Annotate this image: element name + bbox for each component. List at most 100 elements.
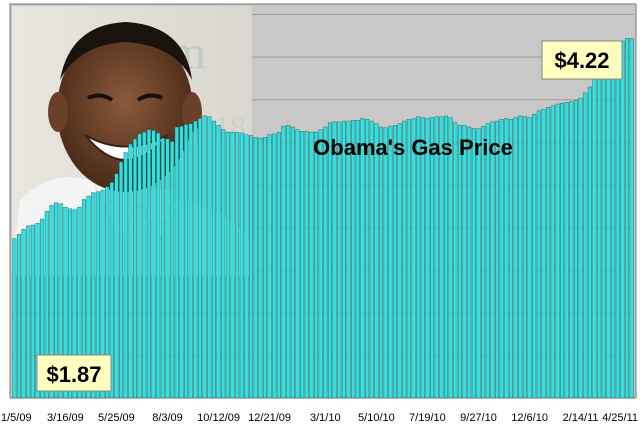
bar — [137, 133, 142, 399]
bar — [170, 141, 175, 399]
bar — [230, 131, 235, 399]
bar — [156, 132, 161, 399]
bar — [332, 121, 337, 399]
bar — [160, 137, 165, 399]
bar — [95, 191, 100, 399]
bar — [267, 134, 272, 399]
bar — [629, 38, 634, 399]
bar — [573, 100, 578, 399]
bar — [560, 102, 565, 399]
bar — [72, 209, 77, 399]
bar — [379, 126, 384, 399]
bar — [527, 117, 532, 399]
bar — [174, 126, 179, 399]
bar — [490, 121, 495, 399]
bar — [481, 125, 486, 399]
bar — [295, 129, 300, 399]
bar — [434, 116, 439, 399]
x-tick-label: 12/21/09 — [248, 412, 291, 424]
x-tick-label: 10/12/09 — [197, 412, 240, 424]
bar — [430, 117, 435, 399]
x-tick-label: 4/25/11 — [602, 412, 638, 424]
x-tick-label: 3/16/09 — [47, 412, 84, 424]
bar — [601, 55, 606, 399]
bar — [351, 119, 356, 399]
bar — [467, 126, 472, 399]
bar — [12, 238, 17, 399]
bar — [388, 125, 393, 399]
bar — [615, 44, 620, 399]
x-tick-label: 7/19/10 — [409, 412, 446, 424]
bar — [532, 114, 537, 399]
bar — [583, 92, 588, 399]
bar — [239, 132, 244, 399]
bar — [513, 117, 518, 399]
smile — [84, 134, 169, 161]
bar — [132, 138, 138, 399]
bar — [625, 38, 630, 399]
bar — [114, 173, 119, 399]
bar — [444, 115, 449, 399]
bar — [286, 125, 291, 399]
bar — [420, 117, 425, 399]
callout-end-box — [541, 40, 623, 80]
bar — [211, 120, 216, 399]
bar — [536, 110, 541, 399]
bar — [369, 120, 374, 399]
bar — [402, 120, 407, 399]
bar — [105, 186, 110, 399]
bar — [119, 161, 124, 399]
bar — [406, 119, 411, 399]
bar — [146, 129, 151, 399]
bar — [258, 137, 263, 399]
bar — [16, 234, 21, 399]
bar — [81, 199, 86, 399]
bar — [592, 74, 597, 399]
left-eye — [87, 93, 114, 102]
bar — [309, 131, 314, 399]
bar — [360, 118, 365, 399]
bar — [555, 103, 560, 399]
bar — [587, 86, 592, 399]
x-tick-label: 8/3/09 — [152, 412, 183, 424]
bar — [546, 107, 551, 399]
bar — [318, 129, 323, 399]
x-tick-label: 2/14/11 — [563, 412, 599, 424]
bar — [207, 116, 212, 399]
bar — [471, 128, 476, 399]
bar — [68, 208, 73, 399]
bar — [142, 131, 147, 399]
bar — [35, 223, 40, 399]
bar — [300, 131, 305, 399]
bar — [100, 189, 105, 399]
bar — [63, 206, 68, 399]
bar — [564, 102, 569, 399]
bar — [499, 119, 504, 399]
bar — [235, 131, 240, 399]
callout-start: $1.87 — [36, 354, 112, 392]
bar — [611, 46, 616, 399]
bar — [425, 118, 430, 399]
bar — [54, 202, 59, 399]
right-eye — [136, 93, 163, 102]
bar — [188, 123, 193, 399]
bar — [337, 121, 342, 399]
bar — [341, 120, 346, 399]
callout-end-label: $4.22 — [554, 48, 609, 73]
bar — [374, 123, 379, 399]
bar — [448, 117, 453, 399]
bar — [49, 205, 54, 399]
bar — [202, 115, 207, 399]
bar — [216, 125, 221, 399]
bar — [281, 125, 286, 399]
x-tick-label: 9/27/10 — [460, 412, 497, 424]
bar — [504, 118, 509, 399]
bar — [276, 131, 281, 399]
bar — [397, 123, 402, 399]
bar — [21, 229, 26, 399]
callout-start-box — [36, 354, 112, 392]
bar — [439, 116, 444, 399]
bar — [476, 128, 481, 399]
